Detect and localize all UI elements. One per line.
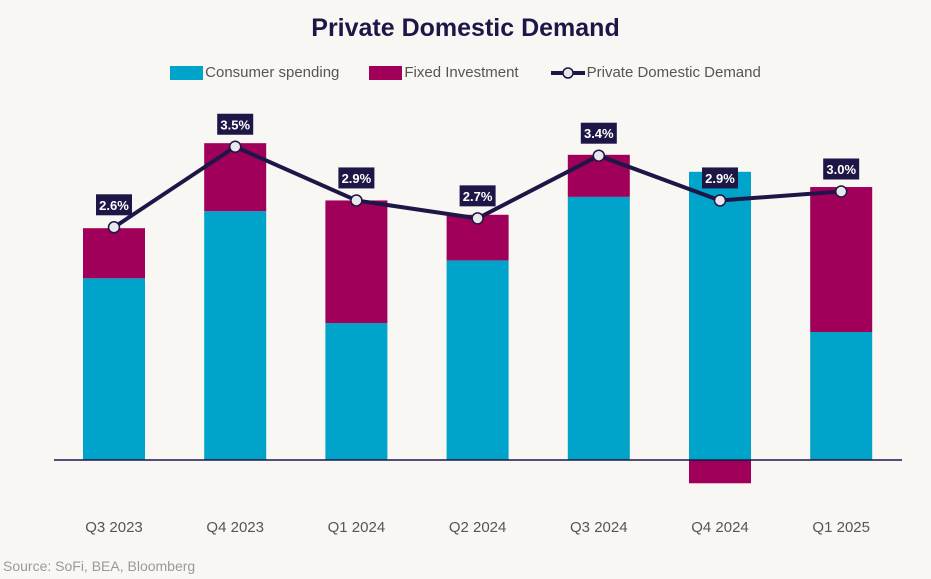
data-label: 2.9% (705, 171, 735, 186)
line-point (228, 140, 242, 153)
source-note: Source: SoFi, BEA, Bloomberg (3, 558, 196, 574)
legend-label: Private Domestic Demand (586, 64, 761, 81)
x-tick-label: Q4 2023 (206, 519, 264, 536)
legend-label: Fixed Investment (404, 64, 519, 81)
legend-swatch-consumer-spending (170, 65, 204, 80)
data-label-box (96, 194, 132, 216)
x-tick-label: Q3 2023 (85, 519, 143, 536)
bar-fixed-investment (325, 200, 388, 324)
data-label-box (217, 113, 254, 135)
legend-item-fixed-investment: Fixed Investment (369, 64, 519, 81)
line-point (592, 149, 606, 162)
x-tick-label: Q2 2024 (449, 519, 507, 536)
bar-consumer-spending (204, 211, 267, 460)
line-point (834, 185, 848, 198)
legend-swatch-fixed-investment (369, 65, 403, 80)
bar-fixed-investment (83, 228, 145, 279)
data-label: 3.5% (220, 117, 250, 132)
data-label-box (580, 122, 617, 144)
legend-label: Consumer spending (205, 64, 340, 81)
data-label-box (702, 167, 738, 189)
bar-consumer-spending (446, 260, 509, 460)
bar-consumer-spending (325, 323, 388, 460)
x-tick-label: Q4 2024 (691, 519, 749, 536)
line-point (350, 194, 363, 207)
x-tick-label: Q3 2024 (570, 519, 628, 536)
legend: Consumer spending Fixed Investment Priva… (0, 64, 931, 81)
data-label: 3.4% (584, 126, 614, 141)
line-point (713, 194, 727, 207)
data-label: 3.0% (826, 162, 856, 177)
legend-line-marker-icon (550, 66, 585, 79)
bar-consumer-spending (83, 278, 145, 460)
data-label: 2.9% (342, 171, 372, 186)
chart-title: Private Domestic Demand (311, 14, 620, 42)
data-label-box (823, 158, 860, 180)
data-label: 2.6% (99, 198, 129, 213)
x-tick-label: Q1 2025 (812, 519, 870, 536)
line-point (471, 212, 484, 225)
bar-fixed-investment (689, 460, 751, 484)
data-label-box (338, 167, 375, 189)
bar-consumer-spending (689, 171, 751, 460)
data-label: 2.7% (463, 189, 493, 204)
bar-consumer-spending (567, 196, 630, 460)
line-point (107, 221, 121, 234)
legend-item-consumer-spending: Consumer spending (170, 64, 339, 81)
x-tick-label: Q1 2024 (328, 519, 386, 536)
bar-consumer-spending (810, 332, 873, 460)
legend-item-private-domestic-demand: Private Domestic Demand (549, 64, 761, 81)
bar-fixed-investment (204, 143, 267, 212)
data-label-box (459, 185, 496, 207)
bar-fixed-investment (810, 187, 873, 333)
